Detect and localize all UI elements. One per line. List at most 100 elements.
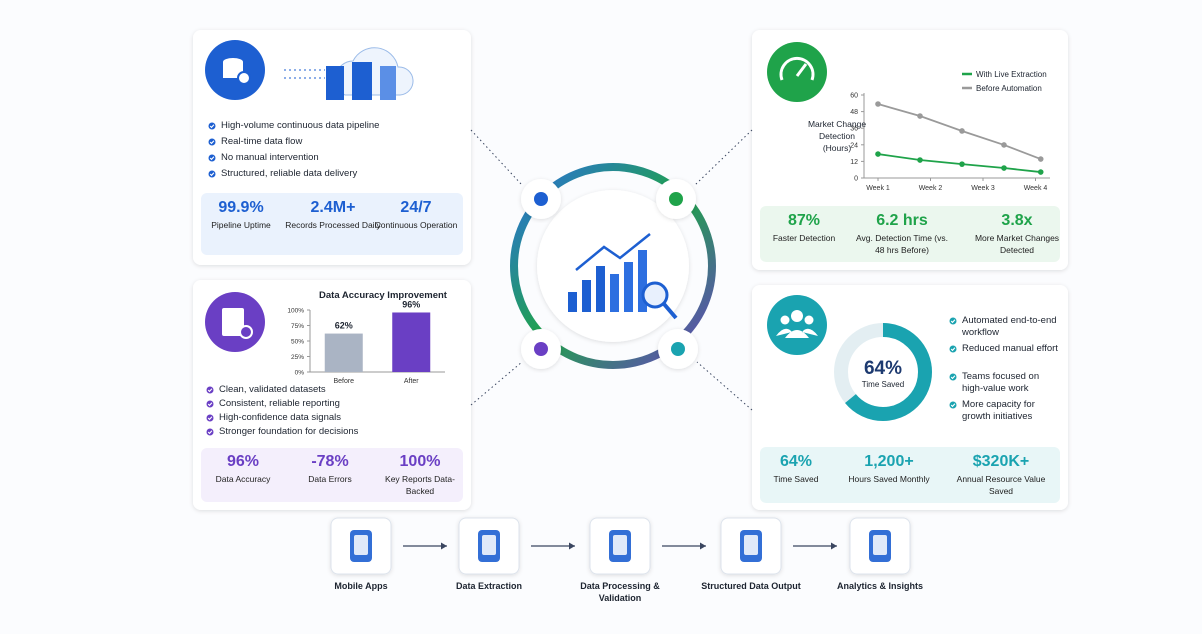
hub bbox=[510, 163, 716, 369]
bullet-text: Teams focused on high-value work bbox=[962, 371, 1040, 394]
step-icon-inner bbox=[744, 535, 758, 555]
stat-label: Avg. Detection Time (vs. 48 hrs Before) bbox=[856, 233, 948, 255]
y-tick-label: 0 bbox=[854, 176, 858, 183]
point bbox=[875, 151, 881, 157]
bullet-text: Stronger foundation for decisions bbox=[219, 426, 359, 437]
bullet-text: Structured, reliable data delivery bbox=[221, 168, 358, 179]
x-tick-label: Week 2 bbox=[919, 185, 943, 192]
stat-label: Records Processed Daily bbox=[285, 220, 381, 230]
bullet-dot bbox=[949, 345, 957, 353]
check bbox=[207, 402, 213, 407]
point bbox=[959, 161, 965, 167]
bullet-dot bbox=[208, 154, 216, 162]
stat-value: 24/7 bbox=[400, 199, 432, 216]
bullet-text: More capacity for growth initiatives bbox=[962, 399, 1035, 422]
y-tick-label: 75% bbox=[291, 323, 304, 330]
stat-label: More Market Changes Detected bbox=[974, 233, 1060, 255]
point bbox=[875, 101, 881, 107]
donut-value: 64% bbox=[864, 358, 902, 379]
stat-label: Faster Detection bbox=[772, 233, 836, 243]
check bbox=[209, 124, 215, 129]
stat-label: Hours Saved Monthly bbox=[848, 474, 930, 484]
stat-value: 2.4M+ bbox=[310, 199, 356, 216]
check bbox=[950, 375, 956, 380]
check bbox=[209, 156, 215, 161]
arrow-head bbox=[700, 542, 706, 550]
bullet-dot bbox=[949, 401, 957, 409]
y-tick-label: 25% bbox=[291, 354, 304, 361]
stat-box bbox=[760, 447, 1060, 503]
x-tick-label: Week 4 bbox=[1024, 185, 1048, 192]
stat-label: Data Accuracy bbox=[215, 474, 271, 484]
x-tick-label: Week 3 bbox=[971, 185, 995, 192]
bullet-dot bbox=[208, 138, 216, 146]
check bbox=[950, 403, 956, 408]
step-icon-inner bbox=[354, 535, 368, 555]
value-label: 62% bbox=[335, 321, 353, 331]
stat-value: 3.8x bbox=[1001, 212, 1033, 229]
check bbox=[950, 319, 956, 324]
y-tick-label: 50% bbox=[291, 339, 304, 346]
bullet-text: Clean, validated datasets bbox=[219, 384, 326, 395]
bullet-dot bbox=[949, 373, 957, 381]
connectors bbox=[470, 129, 753, 411]
arrow-head bbox=[569, 542, 575, 550]
stat-label: Data Errors bbox=[308, 474, 352, 484]
y-tick-label: 12 bbox=[850, 159, 858, 166]
stat-box bbox=[201, 193, 463, 255]
stat-value: 64% bbox=[779, 453, 813, 470]
stat-value: 87% bbox=[787, 212, 821, 229]
stat-label: Continuous Operation bbox=[374, 220, 458, 230]
step-label: Mobile Apps bbox=[334, 581, 388, 591]
point bbox=[917, 113, 923, 119]
stat-value: -78% bbox=[311, 453, 349, 470]
chart-title: Data Accuracy Improvement bbox=[319, 290, 448, 301]
bullet-dot bbox=[206, 400, 214, 408]
step-icon-inner bbox=[873, 535, 887, 555]
x-tick-label: After bbox=[404, 378, 419, 385]
stat-label: Key Reports Data-Backed bbox=[385, 474, 455, 496]
check bbox=[209, 172, 215, 177]
check bbox=[207, 388, 213, 393]
point bbox=[1001, 165, 1007, 171]
stat-value: 99.9% bbox=[218, 199, 264, 216]
bullet-text: Consistent, reliable reporting bbox=[219, 398, 340, 409]
y-tick-label: 24 bbox=[850, 142, 858, 149]
stat-box bbox=[760, 206, 1060, 262]
stat-value: 100% bbox=[399, 453, 441, 470]
step-label: Data Processing & Validation bbox=[580, 581, 660, 603]
bullet-dot bbox=[206, 386, 214, 394]
check bbox=[207, 430, 213, 435]
stat-label: Pipeline Uptime bbox=[211, 220, 271, 230]
bullet-text: No manual intervention bbox=[221, 152, 319, 163]
bullet-text: Automated end-to-end workflow bbox=[962, 315, 1057, 338]
bullet-dot bbox=[208, 170, 216, 178]
point bbox=[1001, 142, 1007, 148]
y-tick-label: 48 bbox=[850, 109, 858, 116]
arrow-head bbox=[441, 542, 447, 550]
bullet-dot bbox=[208, 122, 216, 130]
step-label: Analytics & Insights bbox=[836, 581, 924, 591]
donut-label: Time Saved bbox=[862, 380, 904, 389]
point bbox=[917, 157, 923, 163]
arrow-head bbox=[831, 542, 837, 550]
point bbox=[1037, 156, 1044, 162]
step-icon-inner bbox=[613, 535, 627, 555]
flow bbox=[330, 517, 911, 575]
y-tick-label: 60 bbox=[850, 93, 858, 100]
x-tick-label: Before bbox=[333, 378, 354, 385]
legend-label: Before Automation bbox=[976, 84, 1042, 93]
stat-value: 96% bbox=[226, 453, 260, 470]
bar bbox=[392, 312, 431, 372]
bullet-text: Reduced manual effort bbox=[962, 343, 1058, 354]
bullet-text: High-volume continuous data pipeline bbox=[221, 120, 380, 131]
check bbox=[950, 347, 956, 352]
y-tick-label: 36 bbox=[850, 126, 858, 133]
step-label: Data Extraction bbox=[455, 581, 523, 591]
stat-value: 6.2 hrs bbox=[876, 212, 928, 229]
step-label: Structured Data Output bbox=[701, 581, 801, 591]
stat-box bbox=[201, 448, 463, 502]
bullet-dot bbox=[949, 317, 957, 325]
server-illustration bbox=[284, 47, 414, 100]
